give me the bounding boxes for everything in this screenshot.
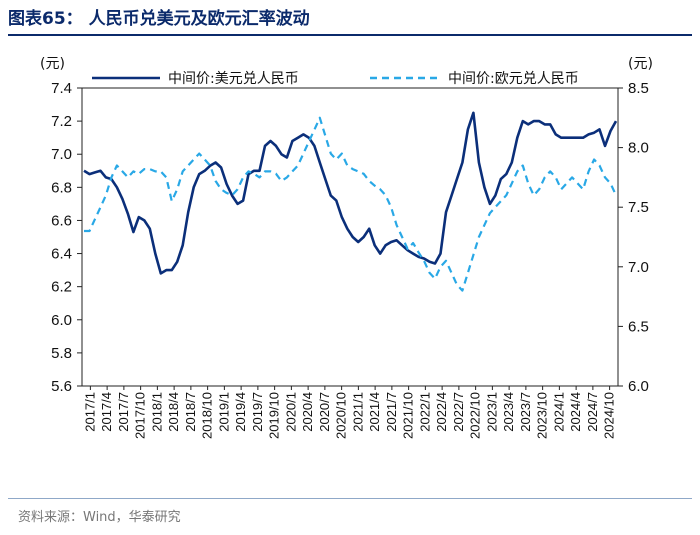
eur-cny-line <box>84 116 617 292</box>
x-tick-label: 2020/7 <box>317 392 332 432</box>
left-tick-label: 5.8 <box>51 345 72 362</box>
x-tick-label: 2020/1 <box>283 392 298 432</box>
x-tick-label: 2019/7 <box>250 392 265 432</box>
left-tick-label: 6.4 <box>51 246 72 263</box>
x-tick-label: 2019/1 <box>216 392 231 432</box>
x-tick-label: 2017/7 <box>116 392 131 432</box>
x-tick-label: 2018/7 <box>183 392 198 432</box>
x-tick-label: 2022/1 <box>417 392 432 432</box>
x-tick-label: 2023/4 <box>501 392 516 432</box>
x-tick-label: 2021/4 <box>367 392 382 432</box>
right-tick-label: 8.5 <box>628 80 649 97</box>
x-tick-label: 2017/1 <box>82 392 97 432</box>
x-tick-label: 2020/10 <box>334 392 349 439</box>
x-tick-label: 2021/10 <box>401 392 416 439</box>
x-tick-label: 2018/4 <box>166 392 181 432</box>
left-tick-label: 5.6 <box>51 378 72 395</box>
right-unit-label: (元) <box>628 56 653 72</box>
left-tick-label: 6.8 <box>51 179 72 196</box>
x-tick-label: 2022/7 <box>451 392 466 432</box>
source-note: 资料来源：Wind，华泰研究 <box>18 510 181 525</box>
right-tick-label: 6.5 <box>628 318 649 335</box>
legend-label-usd: 中间价:美元兑人民币 <box>168 71 299 87</box>
x-tick-label: 2023/10 <box>535 392 550 439</box>
left-tick-label: 6.6 <box>51 212 72 229</box>
x-tick-label: 2017/10 <box>133 392 148 439</box>
x-tick-label: 2024/1 <box>551 392 566 432</box>
x-tick-label: 2023/7 <box>518 392 533 432</box>
plot-frame <box>81 87 619 387</box>
x-tick-label: 2017/4 <box>99 392 114 432</box>
right-tick-label: 8.0 <box>628 140 649 157</box>
x-tick-label: 2018/10 <box>200 392 215 439</box>
x-tick-label: 2018/1 <box>149 392 164 432</box>
x-tick-label: 2019/10 <box>267 392 282 439</box>
footer-divider <box>8 498 692 499</box>
left-tick-label: 6.0 <box>51 312 72 329</box>
right-tick-label: 7.0 <box>628 259 649 276</box>
x-tick-label: 2024/10 <box>602 392 617 439</box>
legend-label-eur: 中间价:欧元兑人民币 <box>448 71 579 87</box>
left-tick-label: 6.2 <box>51 279 72 296</box>
usd-cny-line <box>83 111 618 275</box>
x-tick-label: 2023/1 <box>484 392 499 432</box>
chart-title: 图表65： 人民币兑美元及欧元汇率波动 <box>8 6 692 36</box>
x-tick-label: 2022/4 <box>434 392 449 432</box>
x-tick-label: 2019/4 <box>233 392 248 432</box>
right-tick-label: 6.0 <box>628 378 649 395</box>
right-tick-label: 7.5 <box>628 199 649 216</box>
x-tick-label: 2024/7 <box>585 392 600 432</box>
left-tick-label: 7.2 <box>51 113 72 130</box>
left-tick-label: 7.4 <box>51 80 72 97</box>
x-tick-label: 2021/7 <box>384 392 399 432</box>
left-unit-label: (元) <box>40 56 65 72</box>
x-tick-label: 2020/4 <box>300 392 315 432</box>
x-tick-label: 2021/1 <box>350 392 365 432</box>
x-tick-label: 2022/10 <box>468 392 483 439</box>
left-tick-label: 7.0 <box>51 146 72 163</box>
x-tick-label: 2024/4 <box>568 392 583 432</box>
